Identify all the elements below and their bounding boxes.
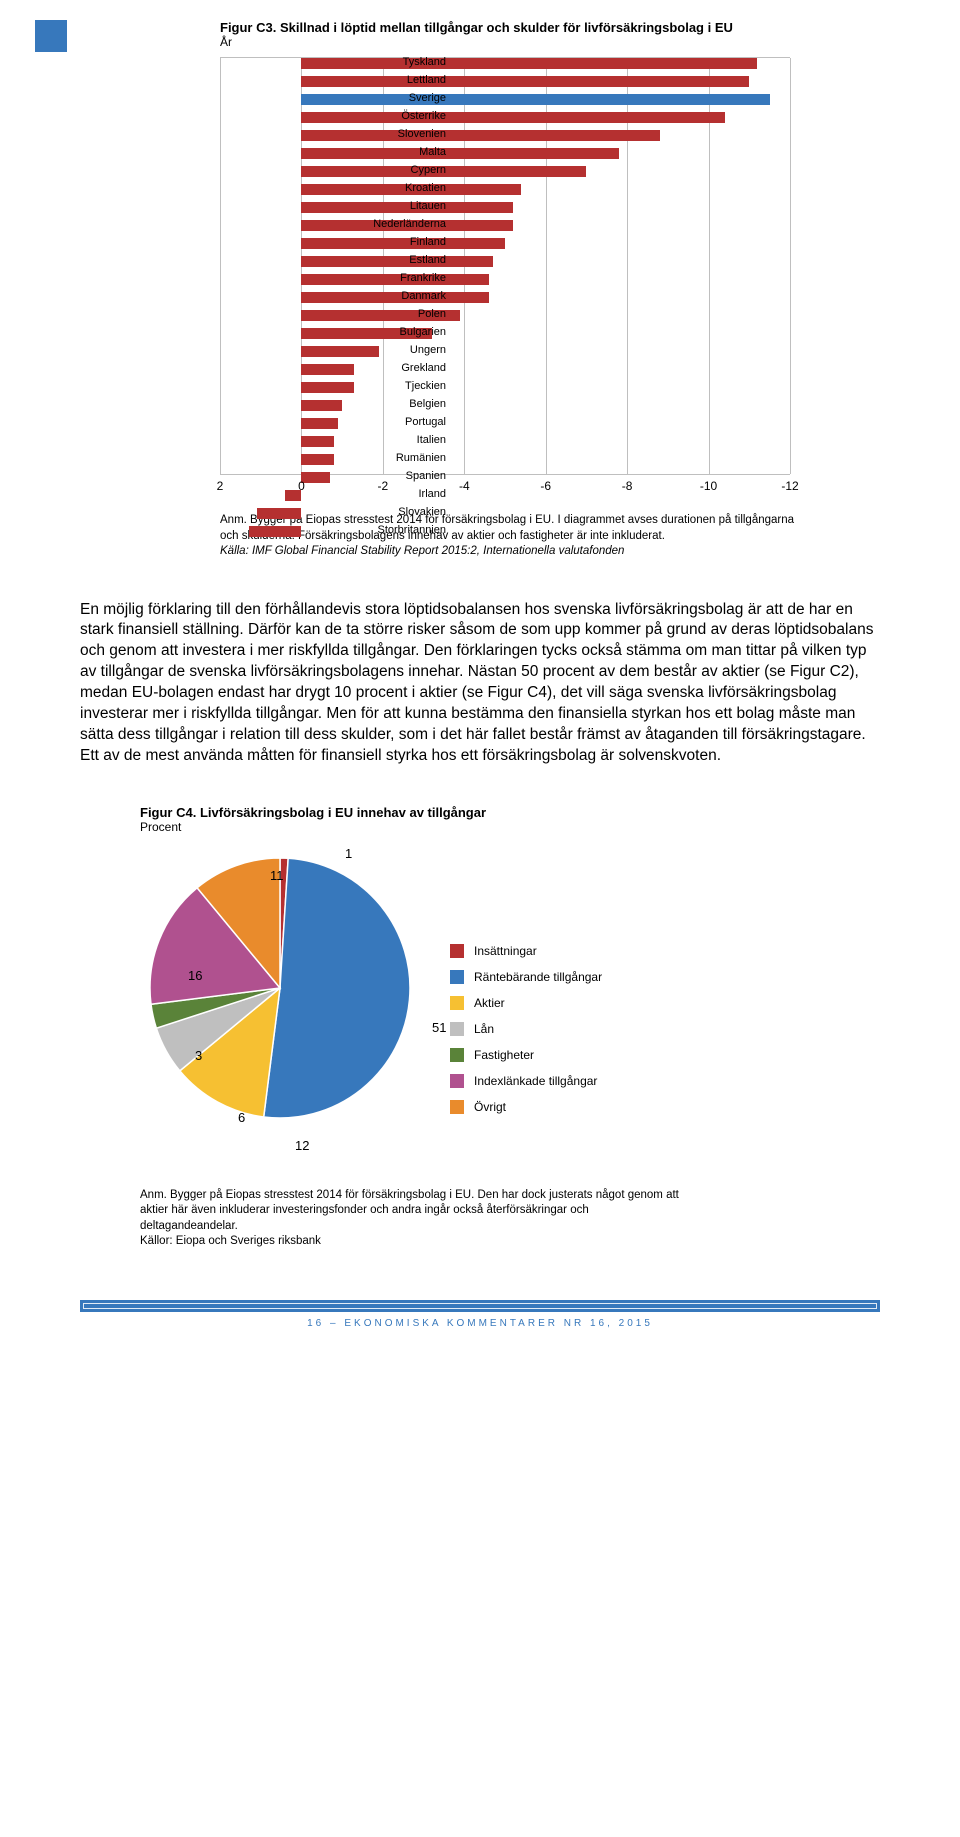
bar-category-label: Tjeckien	[316, 381, 446, 392]
legend-item: Fastigheter	[450, 1042, 602, 1068]
figure-c4-note-text: Anm. Bygger på Eiopas stresstest 2014 fö…	[140, 1189, 679, 1232]
pie-slice-label: 3	[195, 1048, 202, 1063]
legend-item: Övrigt	[450, 1094, 602, 1120]
legend-swatch	[450, 1100, 464, 1114]
bar	[257, 508, 302, 519]
legend-item: Indexlänkade tillgångar	[450, 1068, 602, 1094]
bar-category-label: Nederländerna	[316, 219, 446, 230]
legend-label: Fastigheter	[474, 1048, 534, 1062]
figure-c3-source: Källa: IMF Global Financial Stability Re…	[220, 545, 624, 557]
bar-category-label: Belgien	[316, 399, 446, 410]
bar-category-label: Irland	[316, 489, 446, 500]
legend-label: Aktier	[474, 996, 505, 1010]
legend-swatch	[450, 1048, 464, 1062]
x-tick-label: 2	[217, 479, 224, 493]
bar-category-label: Finland	[316, 237, 446, 248]
legend-item: Insättningar	[450, 938, 602, 964]
figure-c3-title: Figur C3. Skillnad i löptid mellan tillg…	[220, 20, 880, 35]
figure-c3-subtitle: År	[220, 35, 880, 49]
legend-item: Räntebärande tillgångar	[450, 964, 602, 990]
bar-category-label: Tyskland	[316, 57, 446, 68]
footer-bar-inner	[83, 1303, 877, 1309]
footer-bar	[80, 1300, 880, 1312]
bar-category-label: Frankrike	[316, 273, 446, 284]
legend-swatch	[450, 996, 464, 1010]
legend-label: Lån	[474, 1022, 494, 1036]
legend-swatch	[450, 1022, 464, 1036]
figure-c4-note: Anm. Bygger på Eiopas stresstest 2014 fö…	[140, 1188, 680, 1250]
bar-chart-plot-area	[220, 57, 790, 475]
bar-category-label: Spanien	[316, 471, 446, 482]
figure-c3-title-prefix: Figur C3.	[220, 20, 276, 35]
bar-category-label: Slovakien	[316, 507, 446, 518]
legend-label: Räntebärande tillgångar	[474, 970, 602, 984]
bar-category-label: Österrike	[316, 111, 446, 122]
figure-c3-note-text: Anm. Bygger på Eiopas stresstest 2014 fö…	[220, 514, 794, 542]
bar-category-label: Polen	[316, 309, 446, 320]
legend-item: Lån	[450, 1016, 602, 1042]
figure-c4-subtitle: Procent	[140, 820, 880, 834]
legend-swatch	[450, 970, 464, 984]
pie-chart	[140, 838, 440, 1148]
bar-category-label: Rumänien	[316, 453, 446, 464]
grid-line	[220, 58, 221, 474]
pie-slice-label: 6	[238, 1110, 245, 1125]
figure-c4: Figur C4. Livförsäkringsbolag i EU inneh…	[80, 805, 880, 1250]
figure-c3-title-text: Skillnad i löptid mellan tillgångar och …	[280, 20, 733, 35]
x-tick-label: -4	[459, 479, 470, 493]
x-tick-label: -6	[540, 479, 551, 493]
x-tick-label: -10	[700, 479, 717, 493]
bar-category-label: Sverige	[316, 93, 446, 104]
bar-category-label: Grekland	[316, 363, 446, 374]
figure-c4-title-text: Livförsäkringsbolag i EU innehav av till…	[200, 805, 486, 820]
bar-category-label: Portugal	[316, 417, 446, 428]
bar	[249, 526, 302, 537]
figure-c4-title: Figur C4. Livförsäkringsbolag i EU inneh…	[140, 805, 880, 820]
figure-c3: Figur C3. Skillnad i löptid mellan tillg…	[80, 20, 880, 560]
decorative-blue-square	[35, 20, 67, 52]
pie-slice-label: 11	[270, 868, 284, 883]
legend-label: Övrigt	[474, 1100, 506, 1114]
x-tick-label: 0	[298, 479, 305, 493]
pie-slice-label: 1	[345, 846, 352, 861]
bar-category-label: Slovenien	[316, 129, 446, 140]
bar-chart: 20-2-4-6-8-10-12TysklandLettlandSverigeÖ…	[80, 57, 880, 495]
figure-c3-note: Anm. Bygger på Eiopas stresstest 2014 fö…	[220, 513, 800, 560]
pie-slice-label: 51	[432, 1020, 446, 1035]
pie-chart-wrap: 1 51 12 6 3 16 11 Insättningar Räntebärande till…	[80, 838, 880, 1178]
footer-text: 16 – EKONOMISKA KOMMENTARER NR 16, 2015	[80, 1318, 880, 1329]
bar-category-label: Kroatien	[316, 183, 446, 194]
bar-category-label: Danmark	[316, 291, 446, 302]
legend-swatch	[450, 944, 464, 958]
x-tick-label: -8	[622, 479, 633, 493]
legend-label: Indexlänkade tillgångar	[474, 1074, 597, 1088]
figure-c4-title-prefix: Figur C4.	[140, 805, 196, 820]
bar-category-label: Cypern	[316, 165, 446, 176]
bar-category-label: Italien	[316, 435, 446, 446]
legend-item: Aktier	[450, 990, 602, 1016]
pie-slice-label: 16	[188, 968, 202, 983]
bar-category-label: Storbritannien	[316, 525, 446, 536]
legend-swatch	[450, 1074, 464, 1088]
pie-legend: Insättningar Räntebärande tillgångar Aktie…	[450, 938, 602, 1120]
pie-slice	[264, 858, 410, 1118]
bar-category-label: Bulgarien	[316, 327, 446, 338]
body-paragraph: En möjlig förklaring till den förhålland…	[80, 600, 880, 767]
bar-category-label: Estland	[316, 255, 446, 266]
bar-category-label: Ungern	[316, 345, 446, 356]
legend-label: Insättningar	[474, 944, 537, 958]
bar-category-label: Lettland	[316, 75, 446, 86]
grid-line	[790, 58, 791, 474]
figure-c4-source: Källor: Eiopa och Sveriges riksbank	[140, 1235, 321, 1247]
bar-category-label: Malta	[316, 147, 446, 158]
bar-category-label: Litauen	[316, 201, 446, 212]
x-tick-label: -12	[781, 479, 798, 493]
pie-slice-label: 12	[295, 1138, 309, 1153]
